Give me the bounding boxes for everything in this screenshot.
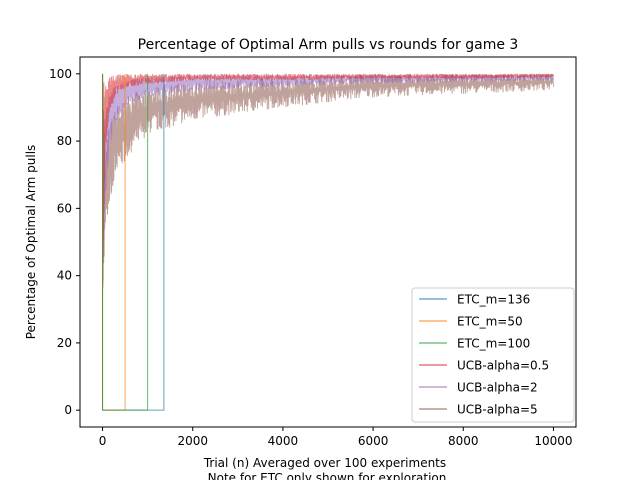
legend-label: ETC_m=136 bbox=[457, 293, 530, 307]
legend-box bbox=[411, 287, 575, 423]
chart-title: Percentage of Optimal Arm pulls vs round… bbox=[138, 37, 519, 53]
plot-frame bbox=[79, 56, 577, 428]
series-line-ucb-alpha-5 bbox=[102, 73, 554, 281]
y-tick-label: 0 bbox=[64, 403, 72, 417]
x-tick-label: 10000 bbox=[534, 434, 572, 448]
series-line-ucb-alpha-2 bbox=[102, 73, 554, 306]
legend-label: ETC_m=100 bbox=[457, 337, 530, 351]
y-tick-label: 60 bbox=[57, 201, 72, 215]
x-tick-label: 8000 bbox=[448, 434, 479, 448]
x-axis: 0 2000 4000 6000 8000 10000 bbox=[99, 427, 573, 448]
legend-label: UCB-alpha=0.5 bbox=[457, 359, 549, 373]
y-tick-label: 80 bbox=[57, 134, 72, 148]
x-axis-label-note: Note for ETC only shown for exploration bbox=[208, 471, 447, 480]
x-tick-label: 2000 bbox=[177, 434, 208, 448]
legend: ETC_m=136 ETC_m=50 ETC_m=100 UCB-alpha=0.5 U… bbox=[411, 287, 575, 423]
legend-label: UCB-alpha=2 bbox=[457, 381, 538, 395]
x-axis-label: Trial (n) Averaged over 100 experiments bbox=[203, 456, 446, 470]
legend-label: UCB-alpha=5 bbox=[457, 403, 538, 417]
y-tick-label: 100 bbox=[49, 67, 72, 81]
x-tick-label: 4000 bbox=[268, 434, 299, 448]
series-line-ucb-alpha-0-5 bbox=[102, 72, 554, 297]
plot-area bbox=[102, 72, 554, 411]
y-tick-label: 20 bbox=[57, 336, 72, 350]
x-tick-label: 0 bbox=[99, 434, 107, 448]
x-tick-label: 6000 bbox=[358, 434, 389, 448]
y-axis: 0 20 40 60 80 100 bbox=[49, 67, 80, 417]
legend-label: ETC_m=50 bbox=[457, 315, 523, 329]
series-line-etc-m-100 bbox=[102, 73, 149, 411]
y-axis-label: Percentage of Optimal Arm pulls bbox=[24, 145, 38, 340]
y-tick-label: 40 bbox=[57, 269, 72, 283]
